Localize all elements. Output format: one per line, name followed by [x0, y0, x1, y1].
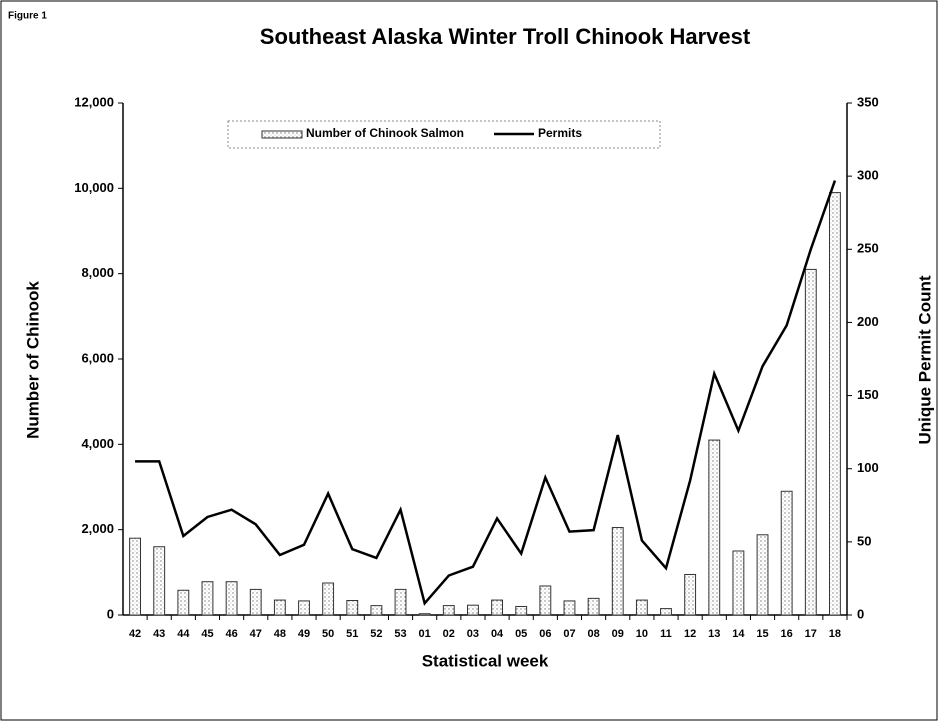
bar	[442, 605, 455, 616]
x-tick-label: 17	[805, 628, 817, 640]
x-tick-label: 12	[684, 628, 696, 640]
bar	[708, 439, 721, 616]
x-tick-label: 10	[636, 628, 648, 640]
bar	[635, 599, 648, 616]
x-tick-label: 02	[443, 628, 455, 640]
y2-tick-label: 350	[857, 94, 879, 109]
x-tick-label: 16	[781, 628, 793, 640]
bar	[539, 585, 552, 616]
bar	[515, 605, 528, 616]
y-tick-label: 12,000	[74, 94, 114, 109]
y2-tick-label: 150	[857, 387, 879, 402]
x-tick-label: 48	[274, 628, 286, 640]
x-tick-label: 09	[612, 628, 624, 640]
x-tick-label: 04	[491, 628, 504, 640]
x-tick-label: 13	[708, 628, 720, 640]
x-tick-label: 42	[129, 628, 141, 640]
x-tick-label: 44	[177, 628, 190, 640]
y2-axis-label: Unique Permit Count	[915, 275, 934, 444]
x-tick-label: 07	[563, 628, 575, 640]
bar	[587, 597, 600, 616]
y-tick-label: 2,000	[81, 521, 114, 536]
bar	[177, 589, 190, 616]
legend-label: Number of Chinook Salmon	[306, 126, 464, 140]
y2-tick-label: 50	[857, 533, 871, 548]
x-tick-label: 47	[250, 628, 262, 640]
x-tick-label: 01	[419, 628, 431, 640]
bar	[418, 613, 431, 616]
x-tick-label: 03	[467, 628, 479, 640]
x-tick-label: 18	[829, 628, 841, 640]
x-tick-label: 52	[370, 628, 382, 640]
x-tick-label: 46	[225, 628, 237, 640]
x-tick-label: 15	[756, 628, 768, 640]
bar	[804, 268, 817, 616]
bar	[756, 534, 769, 616]
x-tick-label: 51	[346, 628, 358, 640]
y2-tick-label: 100	[857, 460, 879, 475]
bar	[346, 599, 359, 616]
line	[135, 180, 837, 606]
legend-swatch	[261, 130, 303, 139]
bar	[732, 550, 745, 616]
x-tick-label: 43	[153, 628, 165, 640]
y-axis-label: Number of Chinook	[23, 281, 42, 439]
y2-tick-label: 200	[857, 314, 879, 329]
bar	[322, 582, 335, 616]
y-tick-label: 10,000	[74, 180, 114, 195]
y2-tick-label: 0	[857, 606, 864, 621]
bar	[394, 588, 407, 616]
y-tick-label: 8,000	[81, 265, 114, 280]
x-axis-label: Statistical week	[422, 651, 549, 670]
y-tick-label: 0	[107, 606, 114, 621]
bar	[370, 605, 383, 616]
bar	[225, 581, 238, 616]
y-tick-label: 6,000	[81, 350, 114, 365]
bar	[611, 527, 624, 616]
x-tick-label: 08	[587, 628, 599, 640]
bar	[660, 608, 672, 616]
y2-tick-label: 250	[857, 241, 879, 256]
x-tick-label: 49	[298, 628, 310, 640]
bar	[563, 600, 576, 616]
x-tick-label: 05	[515, 628, 527, 640]
x-tick-label: 53	[394, 628, 406, 640]
y-tick-label: 4,000	[81, 436, 114, 451]
bar	[684, 573, 697, 616]
bar	[153, 546, 166, 616]
figure-label: Figure 1	[8, 11, 47, 22]
x-tick-label: 14	[732, 628, 745, 640]
chart-title: Southeast Alaska Winter Troll Chinook Ha…	[260, 24, 751, 49]
x-tick-label: 50	[322, 628, 334, 640]
x-tick-label: 11	[660, 628, 672, 640]
bar	[273, 599, 286, 616]
bar	[129, 537, 141, 616]
legend-label: Permits	[538, 126, 582, 140]
bar	[298, 600, 310, 616]
bar	[249, 588, 262, 616]
bar	[829, 192, 841, 616]
bar	[201, 581, 214, 616]
bar	[467, 604, 479, 616]
y2-tick-label: 300	[857, 168, 879, 183]
bar	[780, 490, 793, 616]
x-tick-label: 06	[539, 628, 551, 640]
x-tick-label: 45	[201, 628, 213, 640]
bar	[491, 599, 503, 616]
